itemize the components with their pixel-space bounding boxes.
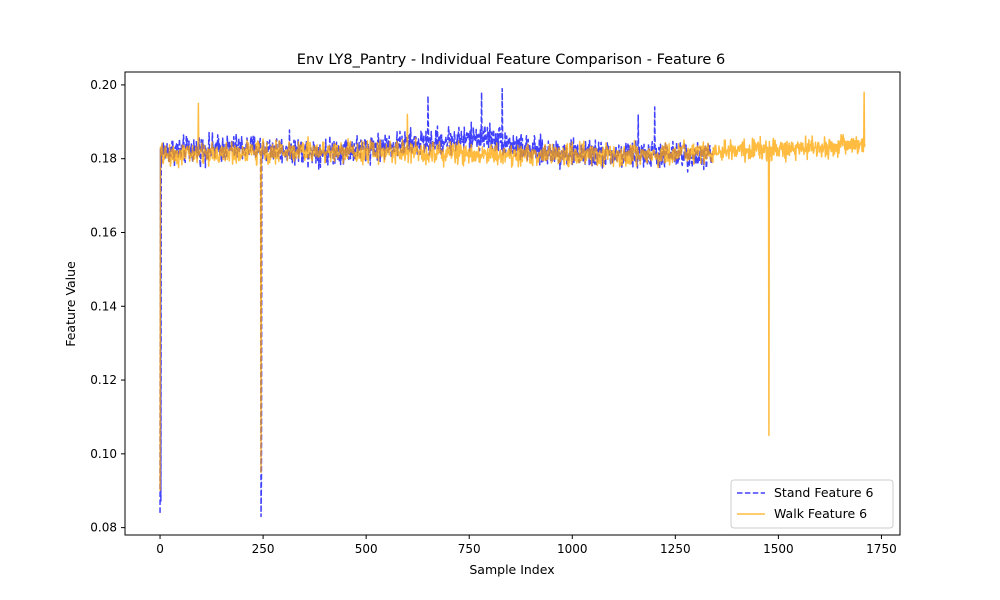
- y-tick-label: 0.14: [90, 299, 117, 313]
- chart-title: Env LY8_Pantry - Individual Feature Comp…: [297, 52, 725, 68]
- x-tick-label: 1500: [763, 542, 794, 556]
- x-axis-label: Sample Index: [469, 562, 554, 577]
- x-tick-label: 1750: [866, 542, 897, 556]
- series-line-walk: [159, 91, 866, 491]
- y-tick-label: 0.18: [90, 152, 117, 166]
- y-tick-label: 0.12: [90, 373, 117, 387]
- y-tick-label: 0.16: [90, 225, 117, 239]
- x-tick-label: 500: [355, 542, 378, 556]
- x-tick-label: 750: [458, 542, 481, 556]
- y-axis-label: Feature Value: [63, 261, 78, 347]
- legend-label-stand: Stand Feature 6: [774, 485, 874, 500]
- series-line-stand: [159, 87, 714, 518]
- x-axis: 0 250 500 750 1000 1250 1500 1750: [156, 535, 897, 556]
- legend-box: [730, 479, 894, 529]
- plot-frame: [124, 71, 901, 536]
- y-tick-label: 0.20: [90, 78, 117, 92]
- legend-label-walk: Walk Feature 6: [774, 506, 867, 521]
- x-tick-label: 0: [156, 542, 164, 556]
- plot-area: [124, 71, 901, 536]
- y-tick-label: 0.08: [90, 521, 117, 535]
- x-tick-label: 1000: [557, 542, 588, 556]
- y-tick-label: 0.10: [90, 447, 117, 461]
- x-tick-label: 1250: [660, 542, 691, 556]
- x-tick-label: 250: [252, 542, 275, 556]
- y-axis: 0.08 0.10 0.12 0.14 0.16 0.18 0.20: [90, 78, 125, 535]
- series-layer: [159, 87, 866, 518]
- legend: Stand Feature 6 Walk Feature 6: [730, 479, 894, 529]
